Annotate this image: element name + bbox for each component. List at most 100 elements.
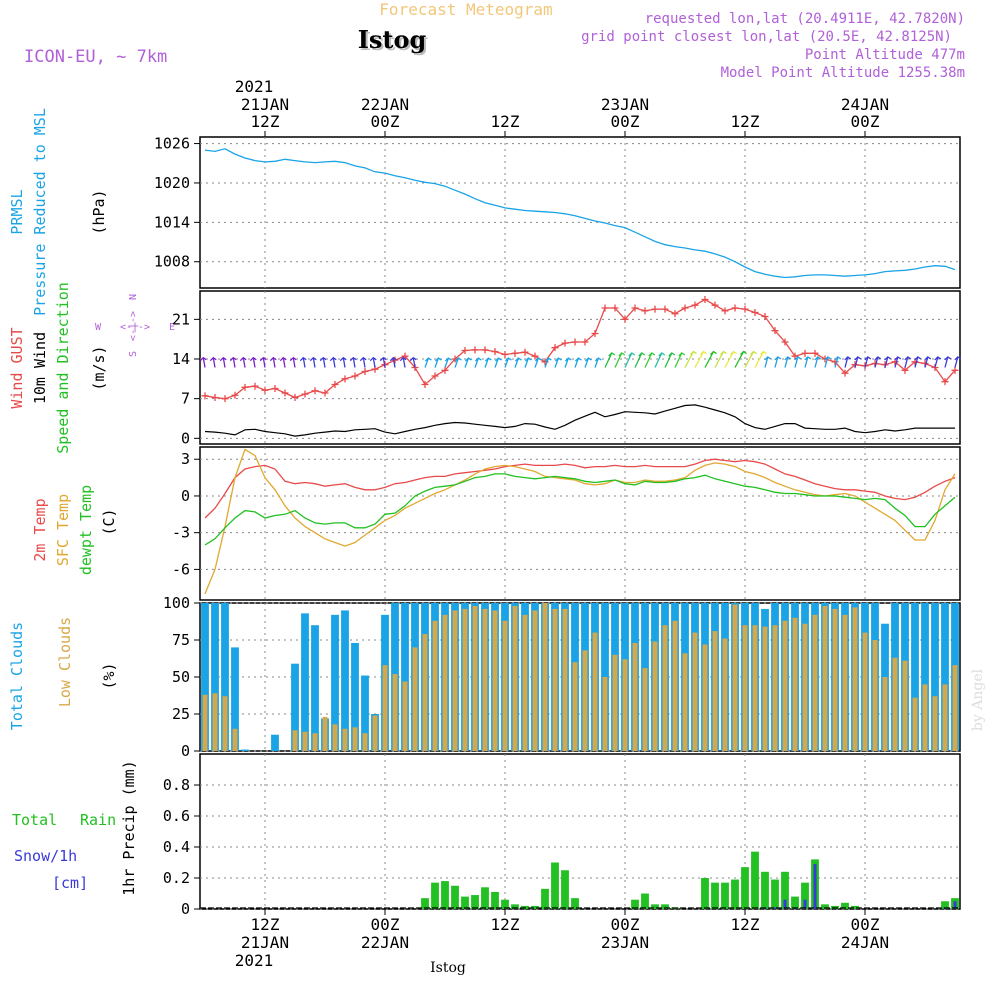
rain-bar <box>771 879 779 909</box>
prmsl-label: PRMSL <box>8 189 26 234</box>
low-clouds-bar <box>632 642 638 751</box>
low-clouds-bar <box>892 657 898 751</box>
wind-direction-arrow <box>444 357 452 368</box>
gust-marker <box>781 338 789 346</box>
total-clouds-bar <box>361 675 369 751</box>
gust-marker <box>361 367 369 375</box>
rain-bar <box>781 871 789 909</box>
low-clouds-bar <box>492 610 498 751</box>
wind-direction-arrow <box>574 357 582 368</box>
total-clouds-bar <box>301 613 309 751</box>
gust-marker <box>711 301 719 309</box>
clouds-ytick-label: 100 <box>163 594 190 612</box>
pressure-ytick-label: 1008 <box>154 253 190 271</box>
total-clouds-bar <box>331 614 339 751</box>
wind-direction-arrow <box>464 357 472 368</box>
total-clouds-bar <box>311 625 319 751</box>
pressure-panel: 1026 1020 1014 1008 <box>154 135 961 289</box>
wind-direction-arrow <box>279 356 287 368</box>
wind-direction-arrow <box>249 356 257 368</box>
low-clouds-bar <box>412 647 418 751</box>
bottom-date-label: 24JAN <box>841 933 889 952</box>
wind-direction-arrow <box>379 356 387 368</box>
wind-direction-arrow <box>654 352 666 368</box>
low-clouds-bar <box>362 733 368 751</box>
wind-direction-arrow <box>319 356 327 368</box>
temp-frame <box>199 446 961 601</box>
gust-marker <box>291 394 299 402</box>
low-clouds-bar <box>392 674 398 751</box>
low-clouds-bar <box>752 625 758 751</box>
low-clouds-bar <box>302 731 308 751</box>
low-clouds-bar <box>232 728 238 751</box>
prmsl-unit: (hPa) <box>90 189 108 234</box>
gust-marker <box>211 394 219 402</box>
bottom-date-label: 21JAN <box>241 933 289 952</box>
wind-direction-arrow <box>564 357 572 368</box>
compass-w: W <box>95 322 102 333</box>
low-clouds-bar <box>522 614 528 751</box>
wind-direction-arrow <box>624 352 636 368</box>
wind-frame <box>199 290 961 445</box>
precip-ytick-label: 0.4 <box>163 838 190 856</box>
gust-marker <box>281 389 289 397</box>
precip-ytick-label: 0.8 <box>163 776 190 794</box>
bottom-date-label: 23JAN <box>601 933 649 952</box>
wind-ytick-label: 14 <box>172 350 190 368</box>
bottom-hour-label: 12Z <box>251 915 280 934</box>
clouds-panel: 100 75 50 25 0 <box>163 594 961 760</box>
wind-direction-arrow <box>594 357 602 368</box>
low-clouds-bar <box>642 668 648 751</box>
precip-ytick-label: 0 <box>181 900 190 918</box>
wind-direction-arrow <box>924 356 932 368</box>
low-clouds-bar <box>462 608 468 751</box>
gust-marker <box>481 346 489 354</box>
gust-marker <box>761 313 769 320</box>
wind-direction-arrow <box>424 357 432 368</box>
model-altitude: Model Point Altitude 1255.38m <box>721 65 965 81</box>
wind-direction-arrow <box>474 357 482 368</box>
wind-direction-arrow <box>289 356 297 368</box>
rain-bar <box>441 881 449 909</box>
gust-marker <box>691 301 699 309</box>
total-clouds-bar <box>211 603 219 751</box>
wind-direction-arrow <box>259 356 267 368</box>
rain-bar <box>841 902 849 909</box>
temp-panel: 3 0 -3 -6 <box>172 446 961 601</box>
low-clouds-label: Low Clouds <box>56 617 74 707</box>
wind-direction-arrow <box>494 357 502 368</box>
gust-marker <box>791 352 799 360</box>
low-clouds-bar <box>832 608 838 751</box>
gust-marker <box>421 381 429 388</box>
gust-marker <box>561 339 569 347</box>
gust-marker <box>431 372 439 380</box>
wind-direction-arrow <box>229 356 237 368</box>
low-clouds-bar <box>582 650 588 751</box>
low-clouds-bar <box>552 608 558 751</box>
bottom-hour-label: 12Z <box>491 915 520 934</box>
wind-direction-arrow <box>269 356 277 368</box>
temp-ytick-label: 0 <box>181 487 190 505</box>
compass-s: S <box>128 351 139 357</box>
precip-panel: 0.8 0.6 0.4 0.2 0 <box>163 753 961 918</box>
requested-coords: requested lon,lat (20.4911E, 42.7820N) <box>645 11 965 27</box>
wind-direction-arrow <box>349 356 357 368</box>
grid-coords: grid point closest lon,lat (20.5E, 42.81… <box>581 29 952 45</box>
clouds-ytick-label: 75 <box>172 631 190 649</box>
clouds-ytick-label: 50 <box>172 668 190 686</box>
gust-marker <box>721 307 729 315</box>
wind-direction-arrow <box>634 352 646 368</box>
wind-direction-arrow <box>934 356 942 368</box>
wind-direction-arrow <box>389 356 397 368</box>
low-clouds-bar <box>782 620 788 751</box>
low-clouds-bar <box>442 614 448 751</box>
wind-direction-arrow <box>874 356 882 368</box>
wind-panel: 21 14 7 0 <box>172 290 962 447</box>
prmsl-line <box>204 148 956 279</box>
wind-direction-arrow <box>854 356 862 368</box>
gust-marker <box>901 366 909 374</box>
clouds-unit: (%) <box>100 662 118 689</box>
wind-direction-arrow <box>664 352 676 368</box>
wind-direction-arrow <box>864 356 872 368</box>
